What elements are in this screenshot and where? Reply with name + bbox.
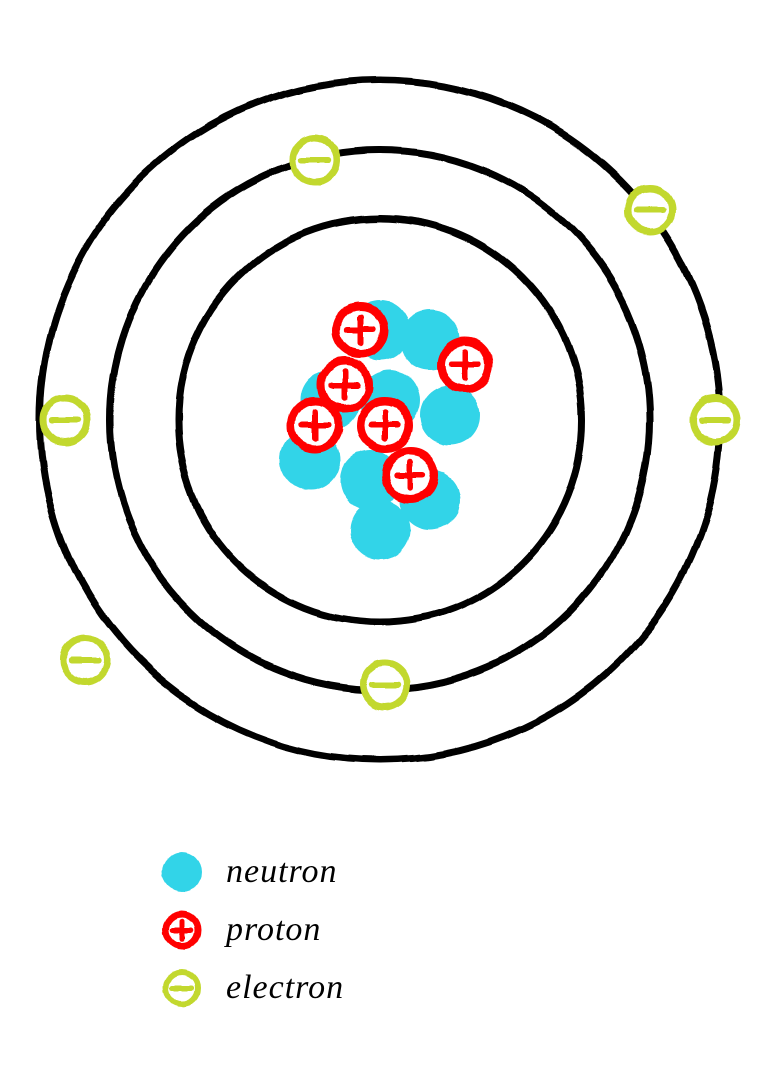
- proton-0: [336, 306, 384, 354]
- legend-row-neutron: neutron: [160, 850, 344, 894]
- legend-label-neutron: neutron: [226, 853, 338, 891]
- diagram-container: neutron proton electron: [0, 0, 763, 1066]
- electron-swatch: [160, 966, 204, 1010]
- electron-2: [628, 188, 672, 232]
- legend-row-electron: electron: [160, 966, 344, 1010]
- legend-label-proton: proton: [226, 911, 321, 949]
- electron-icon: [166, 972, 198, 1004]
- electron-3: [693, 398, 737, 442]
- legend-label-electron: electron: [226, 969, 344, 1007]
- neutron-4: [420, 385, 480, 445]
- electron-4: [43, 398, 87, 442]
- electron-5: [63, 638, 107, 682]
- neutron-8: [350, 500, 410, 560]
- legend-row-proton: proton: [160, 908, 344, 952]
- proton-3: [291, 401, 339, 449]
- proton-swatch: [160, 908, 204, 952]
- neutron-swatch: [160, 850, 204, 894]
- atom-diagram: [10, 20, 750, 820]
- electron-0: [293, 138, 337, 182]
- proton-icon: [166, 914, 198, 946]
- proton-4: [361, 401, 409, 449]
- electron-1: [363, 663, 407, 707]
- proton-5: [386, 451, 434, 499]
- proton-1: [441, 341, 489, 389]
- legend: neutron proton electron: [160, 850, 344, 1024]
